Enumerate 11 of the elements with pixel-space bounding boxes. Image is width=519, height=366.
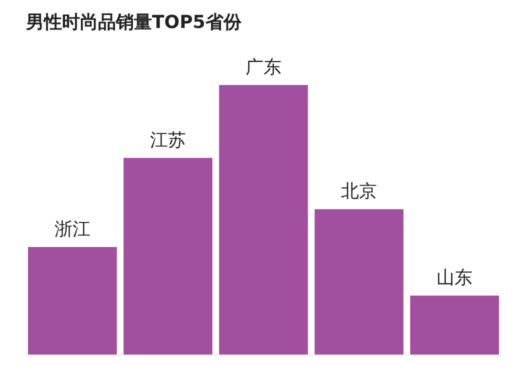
bar: [124, 158, 212, 355]
bar: [28, 247, 117, 355]
bar: [410, 296, 499, 355]
x-tick-label: 北京: [341, 181, 378, 202]
chart-title: 男性时尚品销量TOP5省份: [25, 12, 242, 33]
bar: [219, 85, 308, 355]
x-tick-label: 浙江: [54, 219, 90, 240]
x-tick-label: 江苏: [150, 130, 186, 151]
bar: [314, 209, 404, 355]
x-tick-label: 山东: [436, 268, 473, 289]
x-tick-label: 广东: [246, 57, 282, 78]
